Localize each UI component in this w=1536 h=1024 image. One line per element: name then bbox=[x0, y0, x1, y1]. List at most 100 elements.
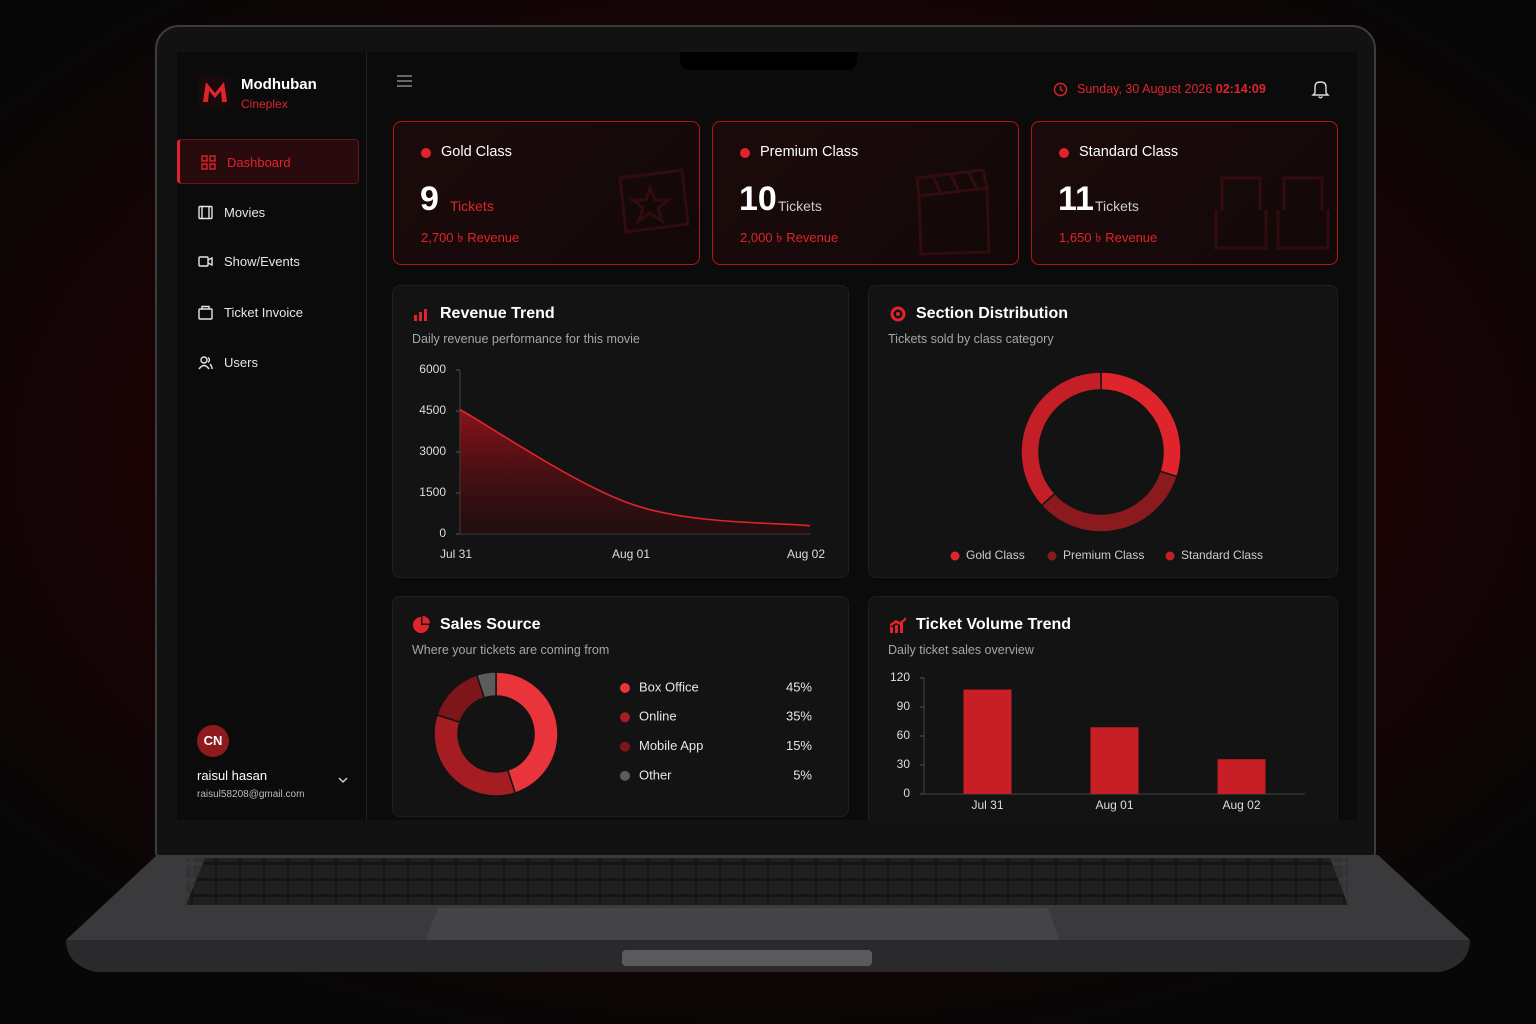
panel-title: Sales Source bbox=[440, 616, 541, 633]
y-tick-label: 4500 bbox=[419, 403, 446, 417]
panel-title: Revenue Trend bbox=[440, 305, 555, 322]
donut-segment bbox=[1020, 371, 1102, 507]
x-tick-label: Jul 31 bbox=[971, 798, 1003, 812]
header-time: 02:14:09 bbox=[1215, 82, 1266, 96]
panel-icon bbox=[413, 616, 430, 633]
nav-label: Movies bbox=[224, 205, 266, 220]
x-tick-label: Aug 01 bbox=[1095, 798, 1133, 812]
legend-dot bbox=[1047, 551, 1057, 561]
card-dot bbox=[421, 148, 431, 158]
x-tick-label: Aug 02 bbox=[787, 547, 825, 561]
class-card: Gold Class 9 Tickets 2,700 ৳ Revenue bbox=[393, 121, 700, 265]
card-dot bbox=[740, 148, 750, 158]
panel-icon bbox=[890, 306, 906, 322]
donut-segment bbox=[433, 713, 517, 797]
donut-segment bbox=[475, 671, 497, 699]
class-card: Premium Class 10 Tickets 2,000 ৳ Revenue bbox=[712, 121, 1019, 265]
bar bbox=[963, 689, 1012, 794]
card-revenue: 2,700 ৳ Revenue bbox=[421, 230, 520, 245]
user-name: raisul hasan bbox=[197, 768, 268, 783]
legend-label: Mobile App bbox=[639, 738, 703, 753]
x-tick-label: Aug 01 bbox=[612, 547, 650, 561]
legend-dot bbox=[620, 770, 630, 781]
card-tickets: 9 bbox=[420, 180, 439, 218]
nav-label: Dashboard bbox=[227, 155, 291, 170]
panel-subtitle: Tickets sold by class category bbox=[888, 332, 1054, 346]
nav-icon bbox=[201, 155, 216, 170]
card-tickets: 10 bbox=[739, 180, 777, 218]
bar bbox=[1217, 759, 1266, 794]
notifications[interactable] bbox=[1311, 79, 1330, 99]
y-tick-label: 1500 bbox=[419, 485, 446, 499]
card-tickets: 11 bbox=[1058, 180, 1094, 218]
nav-item[interactable]: Dashboard bbox=[177, 139, 359, 184]
bar bbox=[1090, 727, 1139, 794]
legend-dot bbox=[620, 712, 630, 723]
legend-label: Box Office bbox=[639, 679, 699, 694]
area-line bbox=[459, 408, 811, 527]
card-revenue: 2,000 ৳ Revenue bbox=[740, 230, 839, 245]
clock-icon bbox=[1053, 82, 1068, 97]
card-revenue: 1,650 ৳ Revenue bbox=[1059, 230, 1158, 245]
sidebar bbox=[177, 52, 367, 820]
brand-subtitle: Cineplex bbox=[241, 97, 288, 111]
panel-subtitle: Daily ticket sales overview bbox=[888, 643, 1034, 657]
donut-segment bbox=[436, 674, 486, 724]
legend-label: Gold Class bbox=[966, 548, 1025, 562]
legend-label: Other bbox=[639, 767, 672, 782]
menu-toggle[interactable] bbox=[396, 74, 413, 88]
legend-dot bbox=[1165, 551, 1175, 561]
header-datetime: Sunday, 30 August 2026 02:14:09 bbox=[1077, 82, 1266, 96]
keys bbox=[186, 858, 1348, 905]
nav-item[interactable]: Show/Events bbox=[177, 239, 359, 284]
panel-subtitle: Where your tickets are coming from bbox=[412, 643, 610, 657]
area-fill bbox=[460, 409, 810, 534]
y-tick-label: 0 bbox=[439, 526, 446, 540]
hinge-notch bbox=[622, 950, 872, 966]
value-label: 35% bbox=[786, 709, 812, 724]
donut-segment bbox=[495, 671, 559, 794]
card-unit: Tickets bbox=[450, 198, 494, 214]
panel-subtitle: Daily revenue performance for this movie bbox=[412, 332, 640, 346]
legend-label: Standard Class bbox=[1181, 548, 1263, 562]
nav-icon bbox=[198, 356, 213, 370]
legend-dot bbox=[950, 551, 960, 561]
y-tick-label: 30 bbox=[897, 757, 911, 771]
nav-item[interactable]: Users bbox=[177, 340, 359, 385]
nav-label: Show/Events bbox=[224, 254, 300, 269]
value-label: 5% bbox=[793, 767, 812, 782]
brand-logo bbox=[199, 76, 231, 108]
value-label: 45% bbox=[786, 679, 812, 694]
x-tick-label: Aug 02 bbox=[1222, 798, 1260, 812]
card-title: Premium Class bbox=[760, 144, 859, 160]
card-watermark bbox=[915, 168, 991, 256]
card-watermark bbox=[1214, 176, 1330, 250]
y-tick-label: 60 bbox=[897, 728, 911, 742]
y-tick-label: 3000 bbox=[419, 444, 446, 458]
legend-label: Premium Class bbox=[1063, 548, 1144, 562]
card-unit: Tickets bbox=[778, 198, 822, 214]
nav-item[interactable]: Ticket Invoice bbox=[177, 290, 359, 335]
nav-icon bbox=[198, 256, 213, 267]
y-tick-label: 0 bbox=[903, 786, 910, 800]
x-tick-label: Jul 31 bbox=[440, 547, 472, 561]
brand-name: Modhuban bbox=[241, 76, 317, 93]
panel-title: Section Distribution bbox=[916, 305, 1068, 322]
nav-icon bbox=[198, 205, 213, 220]
user-menu-toggle[interactable] bbox=[337, 775, 349, 785]
trackpad bbox=[425, 908, 1060, 942]
user-email: raisul58208@gmail.com bbox=[197, 789, 305, 800]
card-title: Gold Class bbox=[441, 144, 512, 160]
nav-item[interactable]: Movies bbox=[177, 190, 359, 235]
panel-title: Ticket Volume Trend bbox=[916, 616, 1072, 633]
y-tick-label: 120 bbox=[890, 670, 910, 684]
donut-segment bbox=[1040, 470, 1179, 533]
legend-dot bbox=[620, 683, 630, 693]
camera-notch bbox=[680, 52, 857, 70]
y-tick-label: 6000 bbox=[419, 362, 446, 376]
legend-label: Online bbox=[639, 709, 677, 724]
panel-icon bbox=[890, 617, 906, 633]
